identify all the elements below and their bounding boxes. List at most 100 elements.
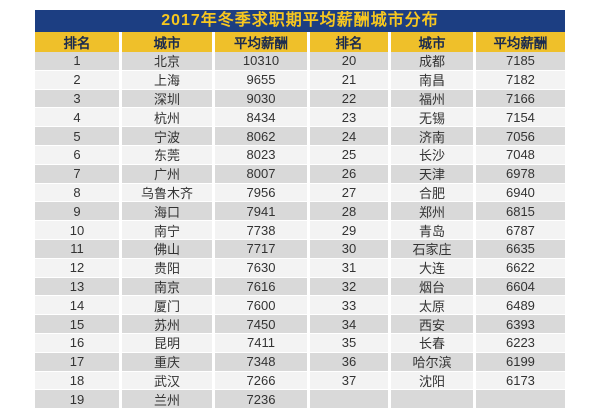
cell-rank: 14 <box>35 296 123 315</box>
table-row: 19 兰州 7236 <box>35 390 565 410</box>
cell-city: 武汉 <box>122 371 216 390</box>
cell-rank: 33 <box>310 296 391 315</box>
cell-salary: 7266 <box>215 371 310 390</box>
cell-rank: 5 <box>35 127 123 145</box>
cell-city: 成都 <box>391 52 476 70</box>
cell-city: 南宁 <box>122 221 216 239</box>
cell-salary: 7941 <box>215 202 310 221</box>
table-row: 16 昆明 7411 35 长春 6223 <box>35 333 565 353</box>
table-row: 13 南京 7616 32 烟台 6604 <box>35 277 565 297</box>
cell-salary: 9655 <box>215 70 310 89</box>
cell-city: 乌鲁木齐 <box>122 183 216 202</box>
cell-salary: 6173 <box>505 372 535 388</box>
cell-rank: 1 <box>35 52 123 70</box>
cell-salary: 10310 <box>215 52 310 70</box>
cell-city: 福州 <box>391 89 476 108</box>
cell-rank: 2 <box>35 70 123 89</box>
cell-city: 青岛 <box>391 221 476 239</box>
cell-rank: 30 <box>310 239 391 258</box>
cell-city <box>391 390 476 409</box>
cell-salary: 6635 <box>505 241 535 257</box>
cell-rank: 7 <box>35 164 123 183</box>
cell-salary: 7182 <box>505 72 535 88</box>
cell-salary: 7956 <box>215 183 310 202</box>
cell-salary: 7236 <box>215 390 310 409</box>
cell-salary: 6787 <box>505 222 535 238</box>
cell-city: 西安 <box>391 315 476 333</box>
cell-salary: 7616 <box>215 277 310 296</box>
cell-salary: 7600 <box>215 296 310 315</box>
cell-salary: 6199 <box>505 354 535 370</box>
cell-city: 重庆 <box>122 352 216 371</box>
cell-salary: 6489 <box>505 297 535 313</box>
header-cell-city: 城市 <box>391 32 476 52</box>
cell-rank: 32 <box>310 277 391 296</box>
cell-salary: 7166 <box>505 90 535 106</box>
table-body: 1 北京 10310 20 成都 7185 2 上海 9655 21 南昌 7182 3 深圳 9030 22… <box>35 52 565 410</box>
cell-city: 佛山 <box>122 239 216 258</box>
cell-salary: 7717 <box>215 239 310 258</box>
cell-city: 厦门 <box>122 296 216 315</box>
cell-rank: 8 <box>35 183 123 202</box>
cell-city: 贵阳 <box>122 258 216 277</box>
cell-city: 郑州 <box>391 202 476 221</box>
cell-salary: 8023 <box>215 145 310 164</box>
cell-rank: 25 <box>310 145 391 164</box>
cell-salary: 6978 <box>505 166 535 182</box>
cell-salary: 6393 <box>505 316 535 332</box>
cell-city: 杭州 <box>122 108 216 127</box>
cell-rank: 3 <box>35 89 123 108</box>
cell-rank: 18 <box>35 371 123 390</box>
cell-salary: 7630 <box>215 258 310 277</box>
header-cell-rank: 排名 <box>35 32 123 52</box>
table-row: 8 乌鲁木齐 7956 27 合肥 6940 <box>35 183 565 203</box>
cell-rank: 36 <box>310 352 391 371</box>
cell-city: 无锡 <box>391 108 476 127</box>
cell-salary: 8062 <box>215 127 310 145</box>
cell-rank: 26 <box>310 164 391 183</box>
cell-rank: 35 <box>310 333 391 352</box>
cell-rank: 29 <box>310 221 391 239</box>
cell-rank: 15 <box>35 315 123 333</box>
cell-city: 南京 <box>122 277 216 296</box>
cell-city: 上海 <box>122 70 216 89</box>
cell-rank: 20 <box>310 52 391 70</box>
cell-city: 石家庄 <box>391 239 476 258</box>
table-row: 15 苏州 7450 34 西安 6393 <box>35 315 565 334</box>
cell-rank: 34 <box>310 315 391 333</box>
cell-salary: 7185 <box>505 53 535 69</box>
cell-salary: 6815 <box>505 203 535 219</box>
table-row: 5 宁波 8062 24 济南 7056 <box>35 127 565 146</box>
cell-rank: 4 <box>35 108 123 127</box>
cell-city: 长沙 <box>391 145 476 164</box>
table-row: 12 贵阳 7630 31 大连 6622 <box>35 258 565 278</box>
cell-rank <box>310 390 391 409</box>
cell-city: 太原 <box>391 296 476 315</box>
cell-rank: 24 <box>310 127 391 145</box>
cell-rank: 28 <box>310 202 391 221</box>
table-row: 6 东莞 8023 25 长沙 7048 <box>35 145 565 165</box>
cell-city: 海口 <box>122 202 216 221</box>
table-row: 1 北京 10310 20 成都 7185 <box>35 52 565 71</box>
table-row: 18 武汉 7266 37 沈阳 6173 <box>35 371 565 391</box>
cell-city: 昆明 <box>122 333 216 352</box>
cell-city: 济南 <box>391 127 476 145</box>
table-row: 9 海口 7941 28 郑州 6815 <box>35 202 565 222</box>
cell-rank: 37 <box>310 371 391 390</box>
cell-city: 大连 <box>391 258 476 277</box>
cell-rank: 13 <box>35 277 123 296</box>
cell-city: 广州 <box>122 164 216 183</box>
cell-rank: 10 <box>35 221 123 239</box>
cell-salary: 6940 <box>505 184 535 200</box>
cell-salary: 7348 <box>215 352 310 371</box>
cell-city: 合肥 <box>391 183 476 202</box>
header-cell-city: 城市 <box>122 32 216 52</box>
cell-rank: 9 <box>35 202 123 221</box>
header-cell-salary: 平均薪酬 <box>493 36 548 51</box>
cell-rank: 6 <box>35 145 123 164</box>
cell-city: 苏州 <box>122 315 216 333</box>
cell-city: 沈阳 <box>391 371 476 390</box>
cell-salary <box>476 390 565 408</box>
cell-rank: 16 <box>35 333 123 352</box>
cell-rank: 12 <box>35 258 123 277</box>
